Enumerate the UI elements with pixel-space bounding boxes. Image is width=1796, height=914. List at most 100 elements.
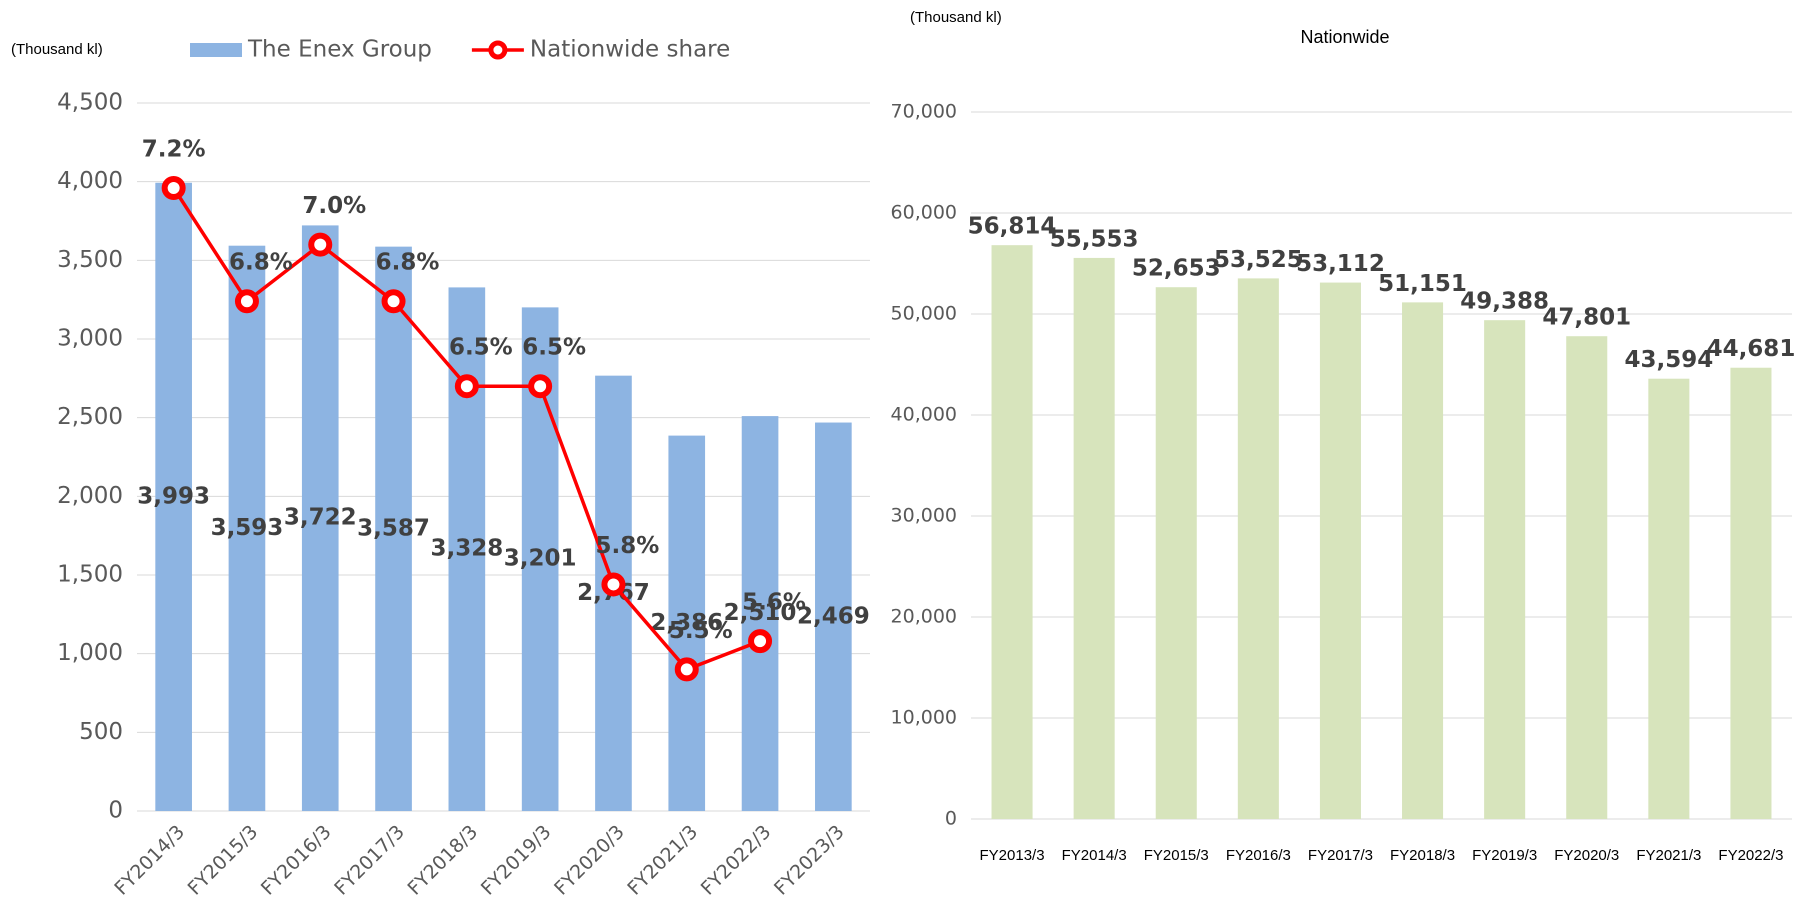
y-tick-label: 2,000 (57, 483, 123, 509)
data-label: 3,722 (284, 505, 357, 531)
bar (1566, 336, 1608, 819)
data-label: 3,593 (211, 515, 284, 541)
data-label: 47,801 (1542, 305, 1631, 331)
data-label: 3,993 (137, 483, 210, 509)
y-tick-label: 10,000 (891, 707, 957, 729)
y-tick-label: 0 (945, 808, 957, 830)
x-tick-label: FY2021/3 (623, 821, 702, 900)
x-tick-label: FY2019/3 (477, 821, 556, 900)
bar (1730, 367, 1772, 819)
data-label: 7.2% (142, 136, 206, 162)
data-label: 49,388 (1460, 289, 1549, 315)
y-tick-label: 3,000 (57, 326, 123, 352)
x-tick-label: FY2021/3 (1636, 847, 1701, 864)
data-label: 3,587 (357, 515, 430, 541)
line-marker (674, 657, 699, 682)
data-label: 51,151 (1378, 271, 1467, 297)
x-tick-label: FY2016/3 (1226, 847, 1291, 864)
bar (301, 225, 339, 811)
line-marker (454, 374, 479, 399)
x-tick-label: FY2017/3 (1308, 847, 1373, 864)
line-marker (234, 289, 259, 314)
bar (375, 246, 412, 812)
y-tick-label: 1,000 (57, 640, 123, 666)
x-tick-label: FY2022/3 (697, 821, 776, 900)
bar (668, 435, 706, 811)
x-tick-label: FY2016/3 (257, 821, 336, 900)
bar (1237, 278, 1279, 820)
data-label: 3,328 (430, 536, 503, 562)
bar (1484, 320, 1526, 819)
data-label: 2,386 (650, 610, 723, 636)
bar (1648, 378, 1690, 819)
y-tick-label: 40,000 (891, 404, 957, 426)
data-label: 6.8% (376, 250, 440, 276)
bar (1402, 302, 1444, 820)
legend-label: Nationwide share (530, 37, 730, 63)
data-label: 2,469 (797, 603, 870, 629)
line-marker (161, 175, 186, 200)
data-label: 6.8% (229, 250, 293, 276)
bar (228, 245, 266, 811)
x-tick-label: FY2018/3 (1390, 847, 1455, 864)
x-tick-label: FY2022/3 (1718, 847, 1783, 864)
x-tick-label: FY2015/3 (184, 821, 263, 900)
x-tick-label: FY2018/3 (404, 821, 483, 900)
data-label: 44,681 (1707, 336, 1796, 362)
line-marker (528, 374, 553, 399)
x-tick-label: FY2014/3 (110, 821, 189, 900)
y-tick-label: 30,000 (891, 505, 957, 527)
legend-swatch (488, 40, 508, 60)
y-tick-label: 3,500 (57, 247, 123, 273)
bar (741, 416, 779, 811)
data-label: 6.5% (522, 335, 586, 361)
x-tick-label: FY2020/3 (1554, 847, 1619, 864)
bar (991, 245, 1033, 820)
x-tick-label: FY2014/3 (1062, 847, 1127, 864)
legend-label: The Enex Group (247, 37, 432, 63)
y-tick-label: 4,500 (57, 90, 123, 116)
x-tick-label: FY2015/3 (1144, 847, 1209, 864)
data-label: 6.5% (449, 335, 513, 361)
y-tick-label: 50,000 (891, 303, 957, 325)
y-tick-label: 500 (79, 719, 123, 745)
chart-title: Nationwide (1300, 27, 1389, 47)
bar (1155, 287, 1197, 819)
data-label: 43,594 (1624, 347, 1713, 373)
y-tick-label: 70,000 (891, 101, 957, 123)
y-tick-label: 2,500 (57, 404, 123, 430)
line-marker (308, 232, 333, 257)
y-tick-label: 4,000 (57, 168, 123, 194)
data-label: 2,510 (724, 600, 797, 626)
x-tick-label: FY2020/3 (550, 821, 629, 900)
y-tick-label: 1,500 (57, 562, 123, 588)
bar (1319, 282, 1361, 819)
data-label: 56,814 (968, 214, 1057, 240)
y-tick-label: 0 (108, 798, 123, 824)
y-tick-label: 60,000 (891, 202, 957, 224)
data-label: 55,553 (1050, 226, 1139, 252)
line-marker (381, 289, 406, 314)
data-label: 5.6% (742, 590, 806, 616)
unit-label: (Thousand kl) (910, 9, 1002, 26)
data-label: 7.0% (302, 193, 366, 219)
data-label: 3,201 (504, 546, 577, 572)
x-tick-label: FY2019/3 (1472, 847, 1537, 864)
line-marker (601, 572, 626, 597)
unit-label: (Thousand kl) (11, 41, 103, 58)
data-label: 52,653 (1132, 256, 1221, 282)
bar (155, 182, 192, 811)
x-tick-label: FY2017/3 (330, 821, 409, 900)
x-tick-label: FY2023/3 (770, 821, 849, 900)
x-tick-label: FY2013/3 (980, 847, 1045, 864)
data-label: 5.8% (596, 533, 660, 559)
data-label: 5.5% (669, 618, 733, 644)
bar (1073, 257, 1115, 820)
line-marker (748, 629, 773, 654)
data-label: 53,112 (1296, 251, 1385, 277)
legend-swatch (190, 43, 242, 57)
bar (815, 422, 852, 811)
y-tick-label: 20,000 (891, 606, 957, 628)
data-label: 53,525 (1214, 247, 1303, 273)
